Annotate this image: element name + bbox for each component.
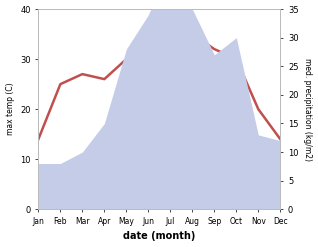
X-axis label: date (month): date (month): [123, 231, 196, 242]
Y-axis label: max temp (C): max temp (C): [5, 83, 15, 135]
Y-axis label: med. precipitation (kg/m2): med. precipitation (kg/m2): [303, 58, 313, 161]
